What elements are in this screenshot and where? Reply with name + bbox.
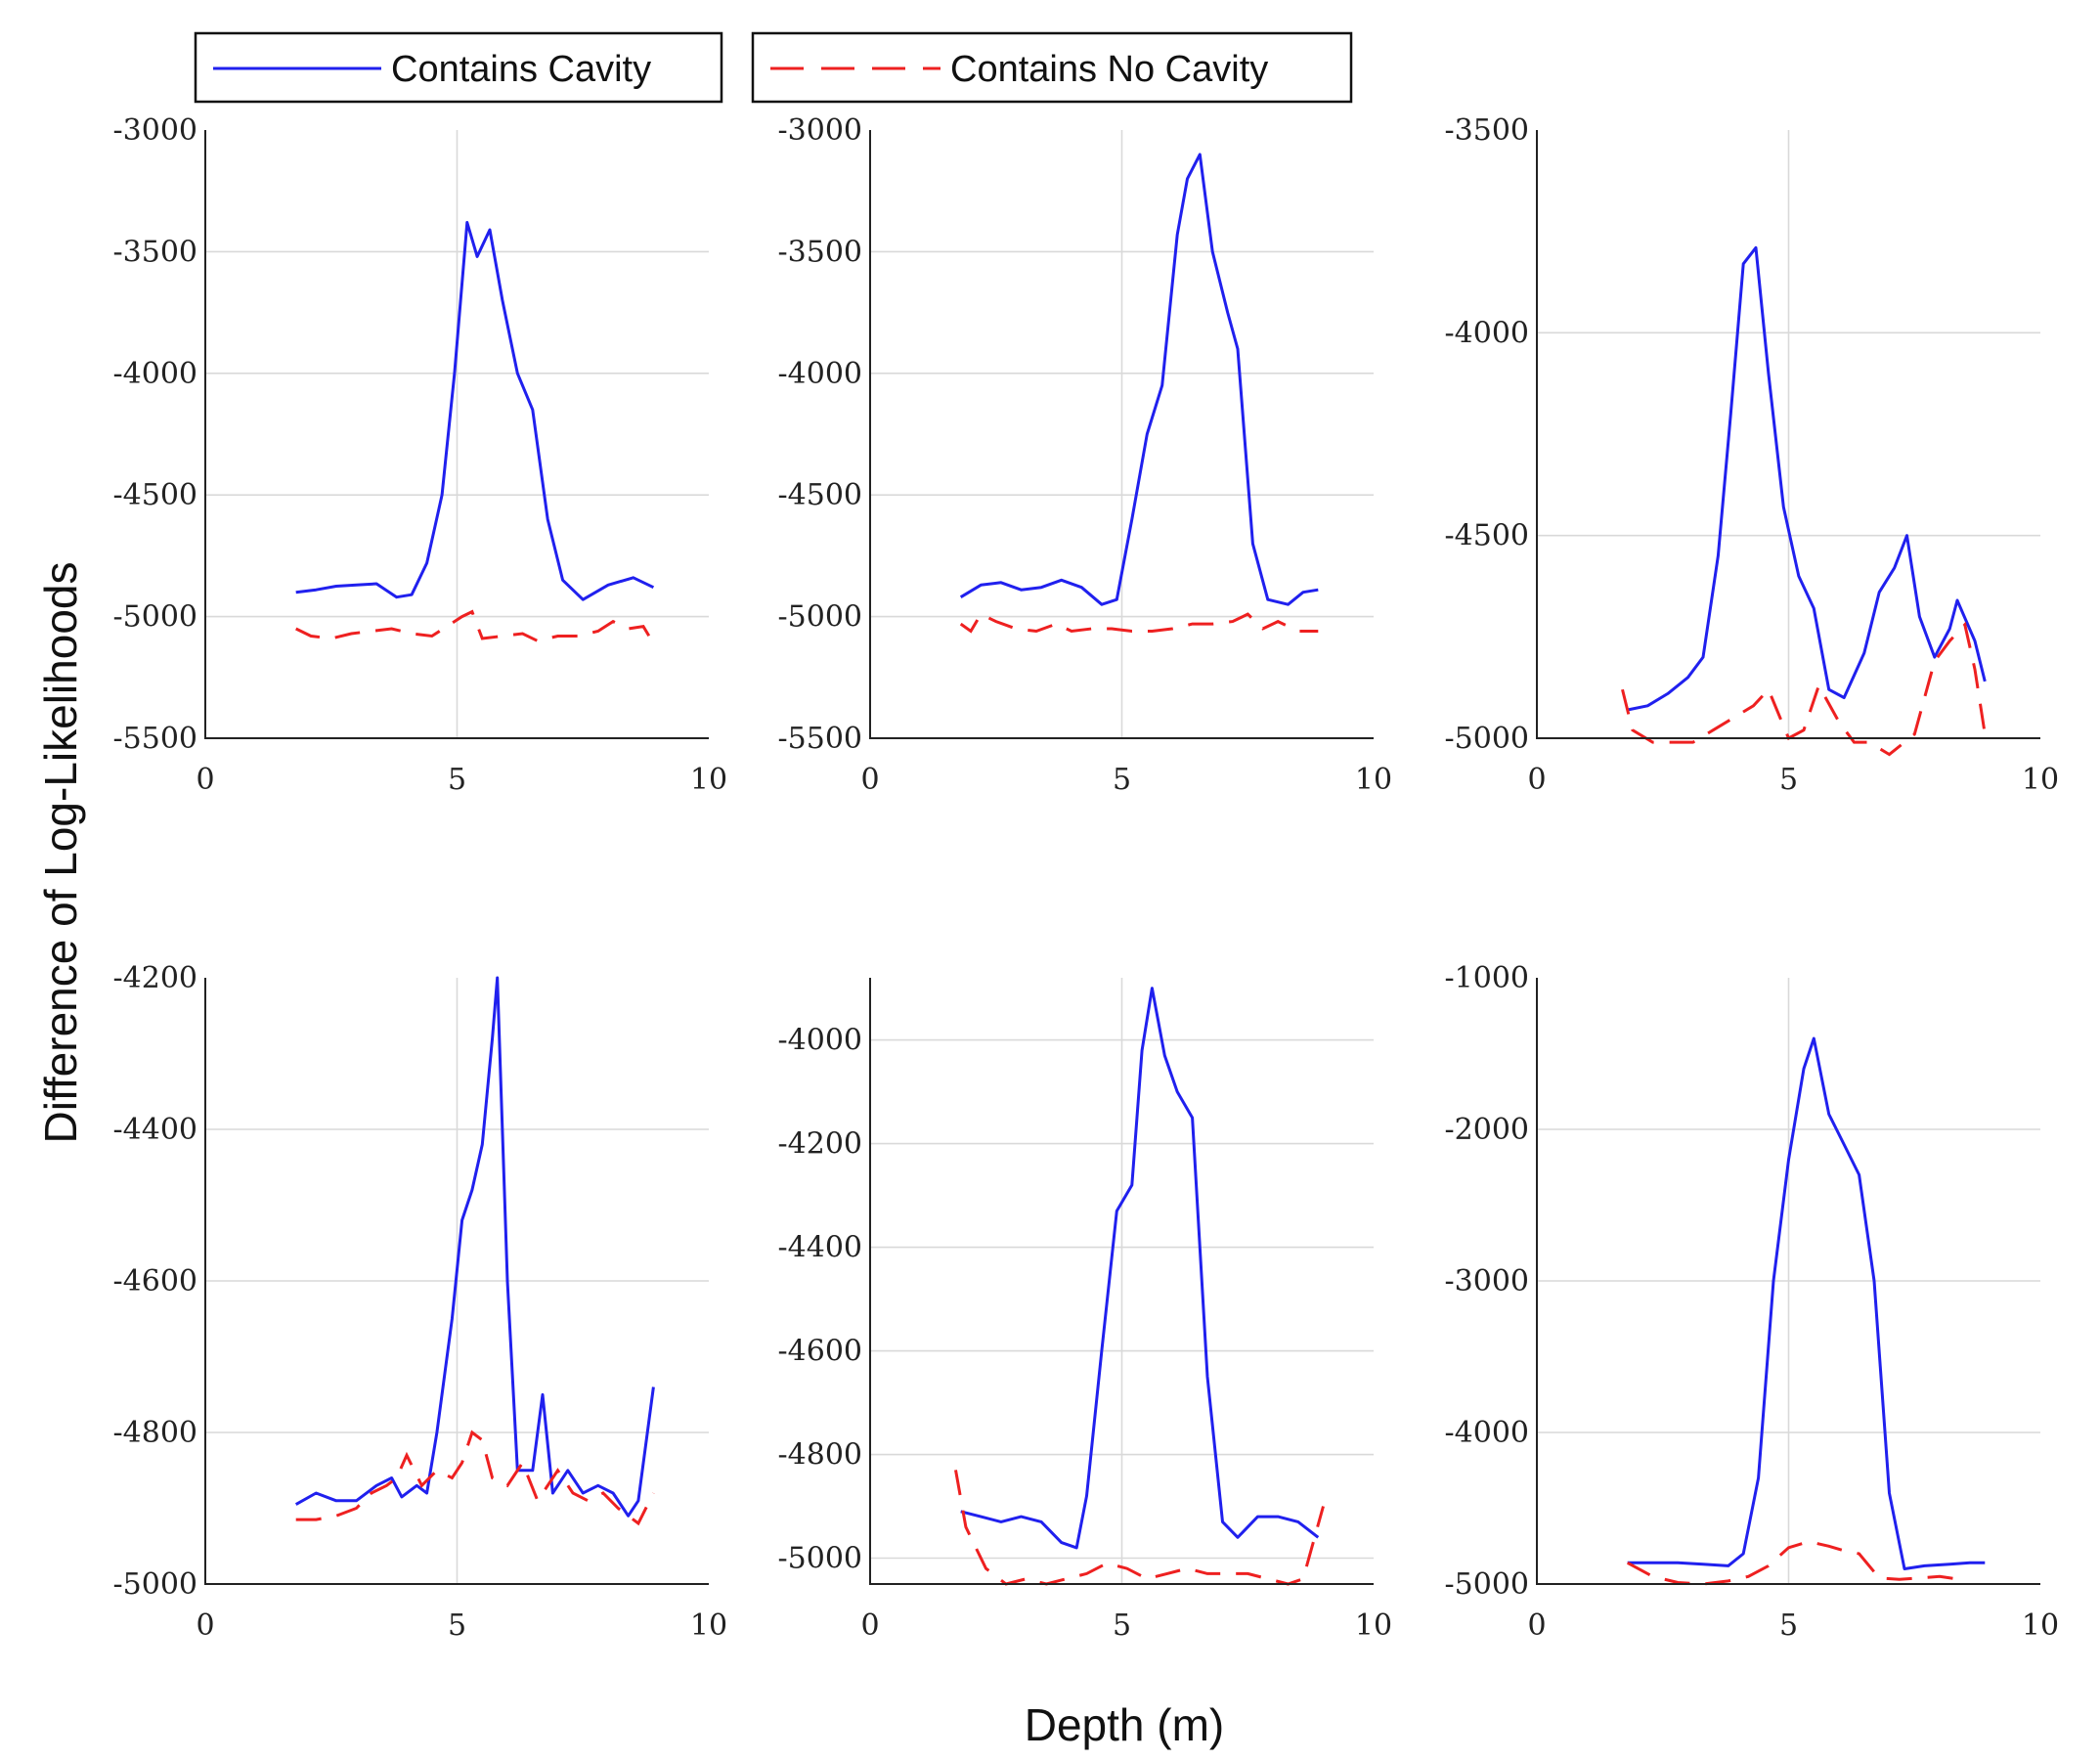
- series-line-contains-cavity: [1627, 1036, 1986, 1570]
- y-tick-label: -5500: [778, 722, 862, 756]
- y-tick-label: -3500: [113, 235, 197, 269]
- y-tick-label: -5000: [778, 1542, 862, 1576]
- y-tick-label: -4000: [778, 1024, 862, 1058]
- y-tick-label: -4500: [1445, 519, 1529, 553]
- x-tick-label: 5: [1779, 763, 1798, 797]
- x-axis-label: Depth (m): [1025, 1699, 1224, 1750]
- y-tick-label: -5000: [1445, 722, 1529, 756]
- y-tick-label: -4000: [778, 357, 862, 391]
- y-tick-label: -5000: [113, 600, 197, 635]
- y-tick-label: -5000: [1445, 1567, 1529, 1602]
- x-tick-label: 10: [1355, 1608, 1392, 1643]
- axis-frame: [869, 130, 1374, 739]
- x-tick-label: 5: [448, 763, 466, 797]
- x-tick-label: 5: [448, 1608, 466, 1643]
- axis-frame: [204, 978, 709, 1585]
- x-tick-label: 0: [1527, 1608, 1546, 1643]
- y-tick-label: -4000: [1445, 316, 1529, 350]
- y-tick-label: -4400: [778, 1231, 862, 1265]
- x-tick-label: 5: [1113, 763, 1131, 797]
- series-line-contains-no-cavity: [954, 1470, 1325, 1586]
- legend-label-cavity: Contains Cavity: [391, 49, 651, 90]
- y-tick-label: -4600: [778, 1335, 862, 1369]
- legend-label-no-cavity: Contains No Cavity: [950, 49, 1268, 90]
- y-tick-label: -3000: [778, 113, 862, 148]
- x-tick-label: 10: [2022, 763, 2059, 797]
- subplots: 0 5 10 -5500 -5000 -4500 -4000 -3500 -3000 0 5 10 -5…: [113, 113, 2060, 1643]
- series-line-contains-no-cavity: [295, 1430, 655, 1526]
- y-tick-label: -2000: [1445, 1113, 1529, 1147]
- x-tick-label: 0: [1527, 763, 1546, 797]
- subplot-2: 0 5 10 -5500 -5000 -4500 -4000 -3500 -3000: [778, 113, 1393, 797]
- y-tick-label: -4800: [778, 1438, 862, 1473]
- series-line-contains-no-cavity: [959, 612, 1319, 634]
- x-tick-label: 10: [1355, 763, 1392, 797]
- y-tick-label: -5000: [113, 1567, 197, 1602]
- y-tick-label: -4000: [1445, 1416, 1529, 1450]
- series-line-contains-no-cavity: [1626, 1540, 1960, 1586]
- y-tick-label: -3000: [113, 113, 197, 148]
- x-tick-label: 0: [860, 1608, 879, 1643]
- y-tick-label: -4600: [113, 1264, 197, 1299]
- x-tick-label: 0: [860, 763, 879, 797]
- series-line-contains-cavity: [295, 221, 655, 601]
- series-line-contains-cavity: [959, 153, 1319, 606]
- series-line-contains-cavity: [960, 987, 1320, 1550]
- x-tick-label: 10: [690, 763, 727, 797]
- y-tick-label: -1000: [1445, 961, 1529, 995]
- x-tick-label: 0: [196, 1608, 214, 1643]
- subplot-4: 0 5 10 -5000 -4800 -4600 -4400 -4200: [113, 961, 728, 1643]
- legend-entry-no-cavity: Contains No Cavity: [751, 31, 1353, 104]
- y-tick-label: -4500: [778, 478, 862, 512]
- subplot-1: 0 5 10 -5500 -5000 -4500 -4000 -3500 -3000: [113, 113, 728, 797]
- y-tick-label: -3500: [1445, 113, 1529, 148]
- axis-frame: [869, 978, 1374, 1585]
- y-tick-label: -4200: [778, 1127, 862, 1162]
- y-tick-label: -5500: [113, 722, 197, 756]
- y-axis-label: Difference of Log-Likelihoods: [35, 562, 86, 1144]
- series-line-contains-cavity: [1627, 245, 1987, 712]
- x-tick-label: 10: [690, 1608, 727, 1643]
- x-tick-label: 0: [196, 763, 214, 797]
- x-tick-label: 5: [1113, 1608, 1131, 1643]
- series-line-contains-no-cavity: [1621, 621, 1987, 757]
- axis-frame: [204, 130, 709, 739]
- series-line-contains-cavity: [294, 976, 655, 1518]
- y-tick-label: -3500: [778, 235, 862, 269]
- axis-frame: [1536, 978, 2040, 1585]
- y-tick-label: -4800: [113, 1416, 197, 1450]
- y-tick-label: -4200: [113, 961, 197, 995]
- subplot-6: 0 5 10 -5000 -4000 -3000 -2000 -1000: [1445, 961, 2060, 1643]
- y-tick-label: -4400: [113, 1113, 197, 1147]
- series-line-contains-no-cavity: [295, 609, 655, 644]
- axis-frame: [1536, 130, 2040, 739]
- x-tick-label: 10: [2022, 1608, 2059, 1643]
- y-tick-label: -5000: [778, 600, 862, 635]
- subplot-3: 0 5 10 -5000 -4500 -4000 -3500: [1445, 113, 2060, 797]
- y-tick-label: -4000: [113, 357, 197, 391]
- x-tick-label: 5: [1779, 1608, 1798, 1643]
- y-tick-label: -4500: [113, 478, 197, 512]
- subplot-5: 0 5 10 -5000 -4800 -4600 -4400 -4200 -4000: [778, 978, 1392, 1643]
- y-tick-label: -3000: [1445, 1264, 1529, 1299]
- legend-entry-cavity: Contains Cavity: [194, 31, 723, 104]
